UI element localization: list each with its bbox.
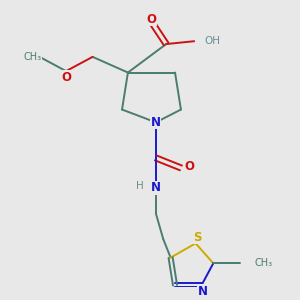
Text: N: N [151,181,161,194]
Text: CH₃: CH₃ [254,258,273,268]
Text: O: O [61,71,71,84]
Text: O: O [146,13,157,26]
Text: O: O [185,160,195,173]
Text: N: N [151,116,161,129]
Text: S: S [193,231,201,244]
Text: N: N [198,285,208,298]
Text: CH₃: CH₃ [23,52,41,62]
Text: OH: OH [205,36,220,46]
Text: H: H [136,182,144,191]
